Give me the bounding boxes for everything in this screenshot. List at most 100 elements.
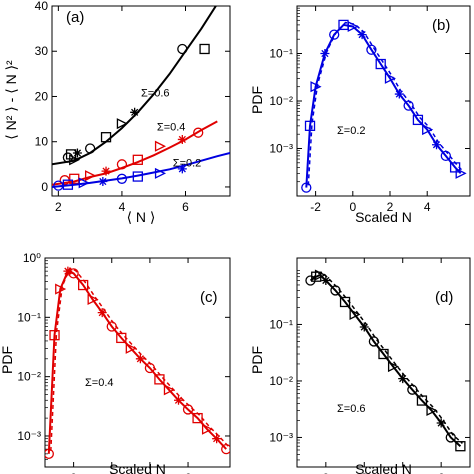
y-tick-label: 10⁻²: [269, 374, 293, 388]
data-point: [62, 152, 74, 163]
panel-label: (b): [432, 17, 450, 34]
x-tick-label: 0: [349, 200, 356, 214]
fit-curve: [52, 120, 218, 186]
panel-label: (a): [66, 9, 84, 26]
y-axis-label: PDF: [249, 346, 265, 374]
data-point: [98, 177, 108, 187]
panel-c: 0 2 4 6 10⁻³ 10⁻² 10⁻¹ 10⁰ Σ=0.4 Scaled N PDF (c): [0, 251, 231, 474]
data-point: [412, 114, 424, 126]
x-tick-label: 2: [361, 471, 368, 474]
y-tick-label: 0: [41, 180, 48, 194]
data-point: [154, 140, 167, 152]
data-point: [330, 285, 341, 296]
y-tick-label: 10⁻³: [17, 429, 41, 443]
data-point: [177, 164, 187, 174]
data-layer: [305, 269, 466, 452]
data-point: [63, 266, 73, 276]
series-label: Σ=0.2: [173, 158, 202, 170]
y-tick-label: 10⁻¹: [17, 310, 41, 324]
data-point: [320, 49, 330, 58]
data-point: [407, 384, 418, 395]
x-tick-label: -2: [310, 200, 321, 214]
data-point: [445, 432, 456, 443]
data-point: [116, 159, 128, 170]
data-layer: [52, 6, 230, 191]
data-point: [177, 43, 188, 55]
plot-area: [51, 5, 231, 197]
data-layer: [301, 19, 467, 193]
data-point: [201, 423, 214, 435]
data-point: [144, 362, 156, 374]
plot-area: [296, 257, 471, 468]
sigma-annotation: Σ=0.6: [337, 403, 366, 415]
data-point: [314, 269, 327, 281]
y-tick-label: 10: [35, 135, 49, 149]
x-tick-label: 4: [424, 200, 431, 214]
data-point: [154, 374, 165, 385]
data-point: [357, 30, 367, 40]
x-tick-label: 6: [185, 471, 192, 474]
sigma-annotation: Σ=0.4: [85, 377, 114, 389]
data-point: [193, 127, 204, 138]
data-point: [394, 89, 404, 99]
data-point: [154, 167, 167, 179]
data-layer: [45, 266, 230, 459]
data-point: [387, 360, 400, 373]
data-point: [72, 148, 82, 158]
y-tick-label: 40: [35, 0, 49, 13]
x-axis-label: ⟨ N ⟩: [127, 209, 156, 225]
x-tick-label: 4: [399, 471, 406, 474]
data-point: [398, 374, 408, 384]
data-point: [416, 395, 428, 406]
data-point: [174, 395, 184, 405]
y-axis-label: PDF: [249, 86, 265, 114]
data-point: [100, 132, 112, 143]
x-tick-label: 6: [438, 471, 445, 474]
data-point: [375, 58, 386, 70]
data-point: [304, 120, 316, 131]
x-axis-label: Scaled N: [355, 209, 412, 225]
data-point: [68, 268, 79, 279]
data-point: [455, 441, 466, 452]
x-tick-label: 4: [147, 471, 154, 474]
panel-label: (d): [435, 289, 453, 306]
data-point: [329, 29, 340, 40]
data-point: [192, 412, 203, 424]
y-tick-label: 10⁻¹: [269, 47, 293, 61]
sigma-annotation: Σ=0.2: [337, 125, 366, 137]
x-tick-label: 6: [182, 200, 189, 214]
data-point: [84, 170, 97, 182]
data-point: [449, 162, 461, 173]
x-axis-label: Scaled N: [109, 461, 166, 474]
panel-d: 0 2 4 6 10⁻³ 10⁻² 10⁻¹ Σ=0.6 Scaled N PDF (d): [249, 257, 471, 474]
data-point: [347, 20, 359, 33]
data-point: [432, 140, 442, 150]
data-point: [339, 296, 351, 308]
data-point: [403, 100, 414, 111]
y-axis-label: PDF: [0, 346, 15, 374]
panel-a: 2 4 6 0 10 20 30 40 Σ=0.6 Σ=0.4 Σ=0.2 ⟨ N ⟩ ⟨ N² ⟩ -…: [3, 0, 231, 225]
x-tick-label: 2: [387, 200, 394, 214]
data-point: [84, 143, 96, 154]
data-point: [97, 308, 107, 318]
data-point: [422, 124, 434, 136]
data-point: [116, 118, 128, 130]
data-point: [368, 336, 380, 347]
data-point: [69, 154, 81, 166]
y-tick-label: 10⁻²: [269, 94, 293, 108]
data-point: [182, 404, 194, 415]
data-point: [62, 179, 74, 190]
y-tick-label: 10⁻²: [17, 370, 41, 384]
data-point: [130, 107, 140, 117]
data-point: [384, 72, 396, 84]
data-point: [101, 166, 111, 176]
data-point: [310, 81, 322, 93]
data-point: [436, 418, 446, 428]
plot-area: [296, 5, 471, 197]
data-point: [87, 293, 99, 306]
y-tick-label: 10⁻³: [269, 142, 293, 156]
x-tick-label: 2: [108, 471, 115, 474]
data-point: [455, 167, 467, 179]
plot-area: [44, 257, 231, 468]
data-point: [212, 434, 222, 444]
